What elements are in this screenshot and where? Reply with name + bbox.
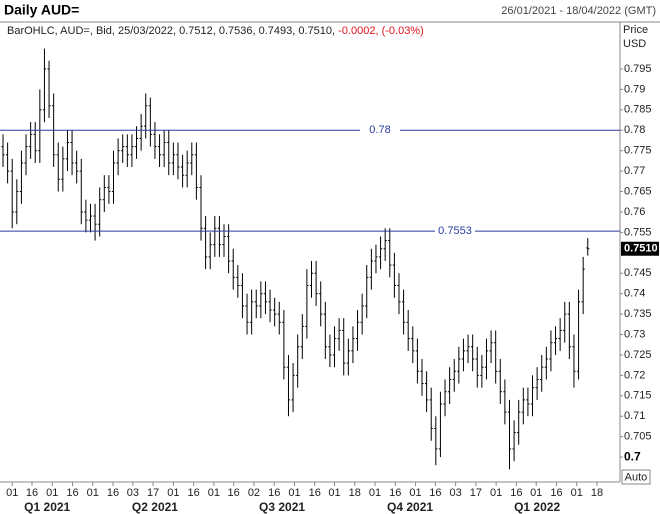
y-tick-label: 0.76 [624, 206, 645, 218]
x-tick-label: 17 [147, 487, 159, 499]
y-tick-label: 0.71 [624, 410, 645, 422]
horizontal-line-label: 0.78 [369, 124, 390, 136]
x-tick-label: 01 [288, 487, 300, 499]
y-axis-label: Price [623, 24, 648, 36]
bar-info: BarOHLC, AUD=, Bid, 25/03/2022, 0.7512, … [7, 25, 424, 37]
y-tick-label: 0.765 [624, 185, 652, 197]
y-tick-label: 0.72 [624, 369, 645, 381]
y-tick-label: 0.715 [624, 390, 652, 402]
x-tick-label: 01 [530, 487, 542, 499]
x-tick-label: 01 [490, 487, 502, 499]
x-tick-label: 16 [550, 487, 562, 499]
x-tick-label: 01 [6, 487, 18, 499]
quarter-label: Q3 2021 [259, 500, 305, 514]
x-tick-label: 18 [591, 487, 603, 499]
x-tick-label: 17 [470, 487, 482, 499]
x-tick-label: 16 [510, 487, 522, 499]
x-tick-label: 16 [188, 487, 200, 499]
auto-button[interactable] [621, 469, 651, 485]
x-tick-label: 03 [449, 487, 461, 499]
x-tick-label: 03 [127, 487, 139, 499]
x-tick-label: 16 [66, 487, 78, 499]
quarter-label: Q1 2021 [24, 500, 70, 514]
chart-title: Daily AUD= [4, 2, 79, 18]
x-tick-label: 16 [228, 487, 240, 499]
date-range: 26/01/2021 - 18/04/2022 (GMT) [501, 5, 656, 17]
x-tick-label: 02 [248, 487, 260, 499]
x-tick-label: 01 [328, 487, 340, 499]
y-tick-label: 0.795 [624, 63, 652, 75]
auto-button-label[interactable]: Auto [625, 471, 648, 483]
y-tick-label: 0.785 [624, 104, 652, 116]
quarter-label: Q1 2022 [514, 500, 560, 514]
quarter-label: Q2 2021 [132, 500, 178, 514]
x-tick-label: 16 [268, 487, 280, 499]
y-tick-label: 0.73 [624, 328, 645, 340]
y-tick-label: 0.725 [624, 349, 652, 361]
y-tick-label: 0.7 [624, 449, 641, 463]
y-tick-label: 0.77 [624, 165, 645, 177]
y-tick-label: 0.705 [624, 431, 652, 443]
bar-info-change: -0.0002, (-0.03%) [338, 25, 424, 37]
horizontal-line-label: 0.7553 [438, 225, 472, 237]
x-tick-label: 16 [26, 487, 38, 499]
x-tick-label: 16 [429, 487, 441, 499]
y-tick-label: 0.745 [624, 267, 652, 279]
x-tick-label: 01 [167, 487, 179, 499]
x-tick-label: 01 [208, 487, 220, 499]
horizontal-line-label-bg [435, 225, 475, 238]
y-axis-unit: USD [623, 38, 646, 50]
x-tick-label: 01 [46, 487, 58, 499]
x-tick-label: 16 [107, 487, 119, 499]
x-tick-label: 16 [309, 487, 321, 499]
y-tick-label: 0.735 [624, 308, 652, 320]
y-tick-label: 0.78 [624, 124, 645, 136]
x-tick-label: 18 [349, 487, 361, 499]
horizontal-line-label-bg [360, 124, 400, 137]
y-tick-label: 0.74 [624, 288, 645, 300]
x-tick-label: 01 [571, 487, 583, 499]
x-tick-label: 01 [369, 487, 381, 499]
x-tick-label: 01 [409, 487, 421, 499]
y-tick-label: 0.775 [624, 145, 652, 157]
quarter-label: Q4 2021 [387, 500, 433, 514]
x-tick-label: 16 [389, 487, 401, 499]
last-price-box [621, 241, 659, 256]
y-tick-label: 0.755 [624, 226, 652, 238]
y-tick-label: 0.79 [624, 83, 645, 95]
last-price-label: 0.7510 [624, 243, 658, 255]
bar-info-values: BarOHLC, AUD=, Bid, 25/03/2022, 0.7512, … [7, 25, 335, 37]
x-tick-label: 01 [87, 487, 99, 499]
